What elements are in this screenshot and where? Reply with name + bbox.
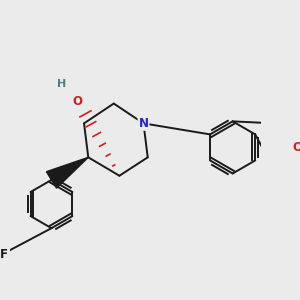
Text: N: N	[139, 117, 148, 130]
Text: H: H	[57, 79, 66, 89]
Text: F: F	[0, 248, 8, 261]
Text: O: O	[73, 95, 83, 108]
Text: O: O	[292, 141, 300, 154]
Polygon shape	[46, 157, 88, 188]
